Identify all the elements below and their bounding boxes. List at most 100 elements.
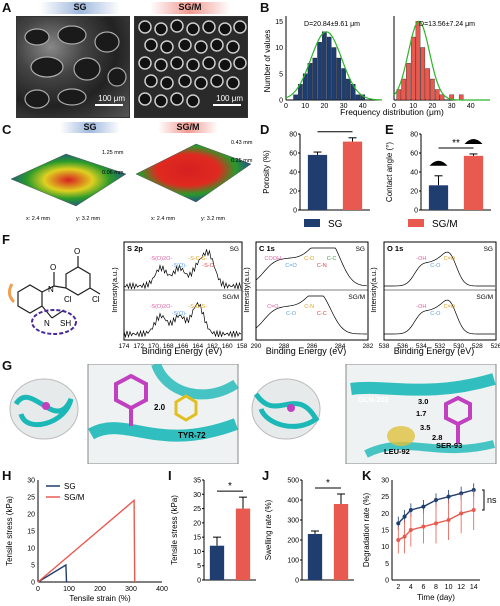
hist-bar xyxy=(331,47,337,101)
bar-sgm xyxy=(463,155,484,210)
docking-panel: 2.0 TYR-72 GLN-202 LEU-92 SER-93 3.0 1.7… xyxy=(9,364,497,464)
c-axis-2: y: 3.2 mm xyxy=(76,216,101,222)
xps-x-tick: 282 xyxy=(363,343,374,350)
atom-cl1: Cl xyxy=(92,295,100,304)
xps-title: C 1s xyxy=(259,244,275,253)
hist-x-tick: 40 xyxy=(467,103,475,110)
hist-bar xyxy=(458,94,464,101)
bar-y-tick: 60 xyxy=(289,151,297,158)
dist-1: 2.0 xyxy=(154,403,166,412)
xps-tag-sg: SG xyxy=(230,246,239,253)
b-xlabel: Frequency distribution (μm) xyxy=(340,107,444,117)
histogram-sgm: 0 10 20 30 40 xyxy=(392,16,490,110)
hist-x-tick: 10 xyxy=(409,103,417,110)
bar-sg xyxy=(209,545,225,580)
xps-x-tick: 536 xyxy=(397,343,408,350)
protein-overview-1 xyxy=(9,378,79,440)
k-point xyxy=(434,498,438,502)
xps-tag-sgm: SG/M xyxy=(348,294,365,301)
bar-y-tick: 60 xyxy=(410,151,418,158)
b-annot-sgm: D=13.56±7.24 μm xyxy=(419,21,475,28)
sem-pores-sgm xyxy=(138,19,247,108)
h-series-sgm xyxy=(37,498,136,583)
hist-y-tick: 0 xyxy=(279,98,283,105)
xps-xlabel-3: Binding Energy (eV) xyxy=(394,346,475,356)
b-annot-sg: D=20.84±9.61 μm xyxy=(304,21,360,28)
bar-y-tick: 0 xyxy=(414,208,418,215)
sem-image-sg: 100 μm xyxy=(16,16,130,118)
xps-peak-label: -OH xyxy=(416,256,426,262)
hist-bar xyxy=(326,36,332,101)
bar-ylabel: Swelling rate (%) xyxy=(264,499,273,560)
histogram-sg: 0 10 20 30 40 0 5 10 15 xyxy=(275,16,383,110)
xps-peak-label: -S-C- xyxy=(202,263,215,269)
c-sgm-top: 0.43 mm xyxy=(231,140,253,146)
atom-o1: O xyxy=(50,263,56,272)
xps-x-tick: 170 xyxy=(148,343,159,350)
xps-xlabel-2: Binding Energy (eV) xyxy=(266,346,347,356)
xps-peak-label: -S(O)- xyxy=(172,263,187,269)
k-point xyxy=(421,524,426,529)
hist-x-tick: 0 xyxy=(284,103,288,110)
xps-peak-label: C-C xyxy=(327,256,337,262)
xps-peak-label: -S(O)2O- xyxy=(150,256,173,262)
k-x-tick: 6 xyxy=(421,584,425,591)
xps-peak-label: C-O xyxy=(286,311,297,317)
surface-sgm xyxy=(135,143,252,203)
atom-n2: N xyxy=(44,319,50,328)
legend: SG SG/M xyxy=(304,219,458,230)
hist-bar xyxy=(336,57,342,101)
xps-x-tick: 288 xyxy=(279,343,290,350)
xps-envelope xyxy=(123,249,242,290)
atom-cl2: Cl xyxy=(64,295,72,304)
bar-sg xyxy=(428,185,449,210)
h-xlabel: Tensile strain (%) xyxy=(69,594,131,603)
hist-x-tick: 20 xyxy=(321,103,329,110)
bar-sig-label: * xyxy=(326,478,330,489)
k-point xyxy=(459,511,464,516)
bar-y-tick: 0 xyxy=(295,578,299,585)
xps-x-tick: 162 xyxy=(207,343,218,350)
xps-title: O 1s xyxy=(387,244,403,253)
molecule-highlight-arc xyxy=(7,283,16,304)
hist-bar xyxy=(317,42,322,101)
h-series-sg xyxy=(37,563,68,583)
xps-x-tick: 160 xyxy=(222,343,233,350)
bar-y-tick: 5 xyxy=(197,563,201,570)
k-x-tick: 14 xyxy=(470,584,478,591)
xps-peak-label: C-N xyxy=(304,304,314,310)
hist-bar xyxy=(425,68,430,101)
hist-y-tick: 10 xyxy=(275,45,283,52)
tag-sg-c: SG xyxy=(60,122,120,133)
hist-bar xyxy=(341,68,346,101)
hist-x-tick: 10 xyxy=(301,103,309,110)
tag-sg-a: SG xyxy=(40,2,120,14)
dist-3: 1.7 xyxy=(416,409,426,418)
hist-x-tick: 30 xyxy=(448,103,456,110)
xps-x-tick: 284 xyxy=(335,343,346,350)
xps-ylabel-3: Intensity(a.u.) xyxy=(369,267,378,313)
h-x-tick: 300 xyxy=(125,586,137,593)
c-axis-1: x: 2.4 mm xyxy=(26,216,51,222)
xps-tag-sgm: SG/M xyxy=(222,294,239,301)
k-x-tick: 4 xyxy=(409,584,413,591)
xps-envelope xyxy=(123,301,242,339)
xps-x-tick: 164 xyxy=(192,343,203,350)
hist-bar xyxy=(410,36,416,101)
xps-x-tick: 286 xyxy=(307,343,318,350)
hist-bar xyxy=(415,21,421,101)
panel-label-e: E xyxy=(385,122,394,137)
xps-peak-label: -S(O)- xyxy=(172,311,187,317)
bar-y-tick: 80 xyxy=(289,132,297,139)
molecule-highlight-ellipse xyxy=(31,309,77,335)
k-point xyxy=(408,508,413,512)
xps-envelope xyxy=(383,251,495,287)
legend-label-sg: SG xyxy=(328,219,343,230)
k-x-tick: 12 xyxy=(457,584,465,591)
surface-sg xyxy=(10,153,127,207)
h-x-tick: 400 xyxy=(156,586,168,593)
panel-label-k: K xyxy=(362,468,372,483)
bar-y-tick: 40 xyxy=(410,170,418,177)
